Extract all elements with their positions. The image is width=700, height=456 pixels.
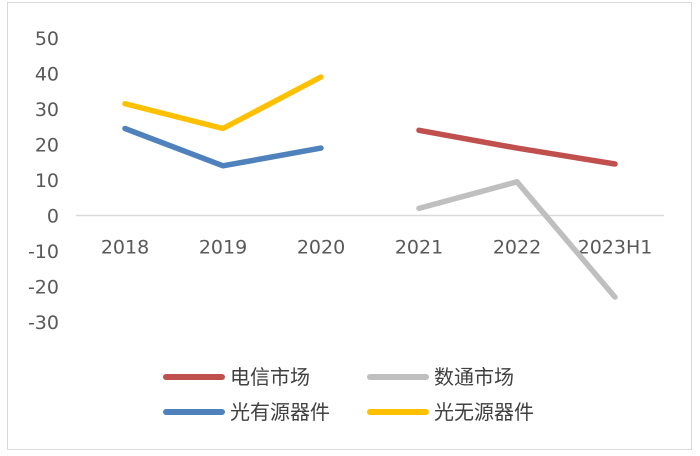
y-tick-label: 40	[35, 64, 59, 86]
x-tick-label: 2018	[101, 237, 149, 259]
legend-label: 光有源器件	[230, 400, 330, 424]
series-lines	[122, 74, 618, 300]
y-axis-ticks: 50 40 30 20 10 0 -10 -20 -30	[28, 28, 59, 334]
y-tick-label: -20	[28, 277, 59, 299]
series-line-3	[122, 125, 324, 169]
legend-item: 光无源器件	[367, 400, 534, 424]
legend-label: 光无源器件	[434, 400, 534, 424]
series-line-2	[416, 179, 618, 300]
legend-item: 电信市场	[163, 365, 310, 389]
x-tick-label: 2020	[297, 237, 345, 259]
y-tick-label: 0	[47, 206, 59, 228]
legend-item: 光有源器件	[163, 400, 330, 424]
x-axis-ticks: 2018 2019 2020 2021 2022 2023H1	[101, 237, 653, 259]
series-line-4	[122, 74, 324, 132]
y-tick-label: -30	[28, 312, 59, 334]
y-tick-label: 20	[35, 135, 59, 157]
legend-label: 数通市场	[434, 365, 514, 389]
x-tick-label: 2019	[199, 237, 247, 259]
chart-frame	[7, 2, 692, 450]
series-line-1	[416, 127, 618, 167]
y-tick-label: 50	[35, 28, 59, 50]
legend-label: 电信市场	[230, 365, 310, 389]
y-tick-label: -10	[28, 241, 59, 263]
y-tick-label: 10	[35, 170, 59, 192]
x-tick-label: 2022	[493, 237, 541, 259]
x-tick-label: 2023H1	[578, 237, 653, 259]
legend-item: 数通市场	[367, 365, 514, 389]
x-tick-label: 2021	[395, 237, 443, 259]
y-tick-label: 30	[35, 99, 59, 121]
